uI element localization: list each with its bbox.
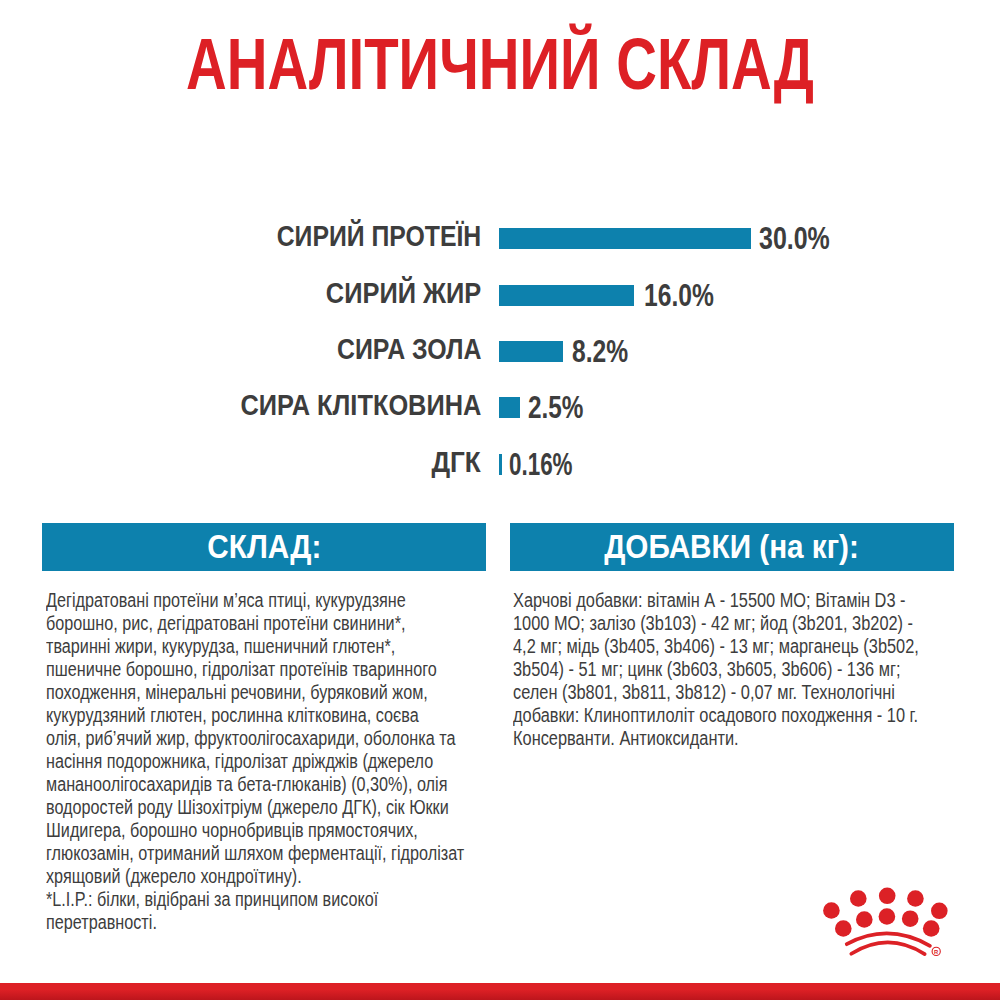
svg-text:R: R — [934, 949, 939, 955]
